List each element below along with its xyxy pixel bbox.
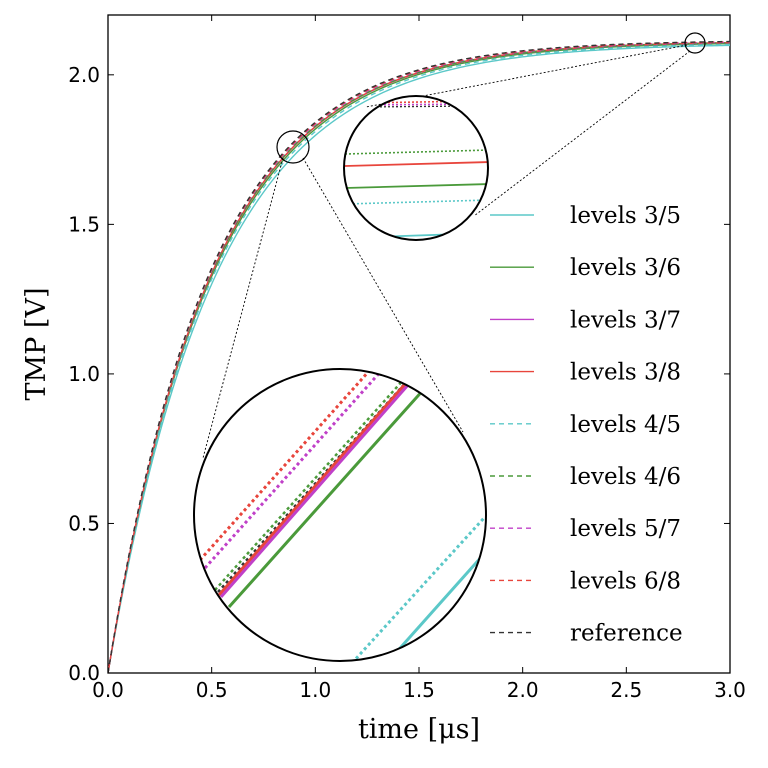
connector-big-right	[302, 157, 464, 433]
x-tick-label: 2.0	[507, 678, 539, 702]
series-line-levels-3-6	[108, 42, 730, 673]
zoom-inset-end	[343, 95, 489, 241]
inset-end-levels-3-6	[344, 183, 488, 189]
legend-label-levels-3-7: levels 3/7	[570, 307, 681, 333]
x-tick-label: 0.0	[92, 678, 124, 702]
x-axis-label: time [μs]	[358, 714, 480, 745]
inset-mid-levels-4-5	[350, 516, 486, 661]
inset-mid-levels-6-8	[198, 369, 372, 562]
inset-mid-levels-3-7	[219, 384, 410, 598]
y-tick-label: 1.5	[68, 212, 100, 236]
x-tick-label: 3.0	[714, 678, 746, 702]
inset-mid-levels-5-7	[203, 369, 384, 569]
y-tick-label: 0.5	[68, 511, 100, 535]
legend-label-levels-3-5: levels 3/5	[570, 203, 681, 229]
x-tick-label: 0.5	[196, 678, 228, 702]
inset-mid-levels-3-8	[217, 382, 408, 596]
legend-label-levels-4-6: levels 4/6	[570, 464, 681, 490]
legend-label-levels-4-5: levels 4/5	[570, 412, 681, 438]
zoom-marker-mid	[276, 130, 310, 164]
inset-end-levels-4-6	[344, 149, 488, 155]
y-axis: 0.0 0.5 1.0 1.5 2.0	[68, 63, 730, 685]
series-lines	[108, 40, 730, 673]
x-tick-label: 2.5	[610, 678, 642, 702]
series-line-reference	[108, 40, 730, 673]
zoom-inset-mid	[193, 368, 487, 662]
legend-label-levels-5-7: levels 5/7	[570, 516, 681, 542]
zoom-marker-end	[684, 32, 706, 54]
inset-mid-levels-3-6	[227, 386, 427, 609]
series-line-levels-3-5	[108, 44, 730, 673]
y-tick-label: 2.0	[68, 63, 100, 87]
inset-end-levels-3-8	[344, 161, 488, 167]
inset-end-levels-4-5	[344, 199, 488, 205]
series-line-levels-4-6	[108, 42, 730, 673]
legend-label-levels-3-6: levels 3/6	[570, 255, 681, 281]
x-tick-label: 1.0	[299, 678, 331, 702]
legend-label-levels-6-8: levels 6/8	[570, 568, 681, 594]
connector-small-bottom	[473, 50, 691, 217]
y-axis-label: TMP [V]	[21, 288, 52, 401]
y-tick-label: 1.0	[68, 362, 100, 386]
inset-mid-levels-3-5	[383, 544, 486, 661]
y-tick-label: 0.0	[68, 661, 100, 685]
legend-label-reference: reference	[570, 621, 683, 647]
legend-label-levels-3-8: levels 3/8	[570, 360, 681, 386]
x-axis: 0.0 0.5 1.0 1.5 2.0 2.5 3.0	[92, 15, 746, 702]
legend: levels 3/5 levels 3/6 levels 3/7 levels 3/8…	[490, 203, 683, 647]
series-line-levels-4-5	[108, 43, 730, 673]
x-tick-label: 1.5	[403, 678, 435, 702]
